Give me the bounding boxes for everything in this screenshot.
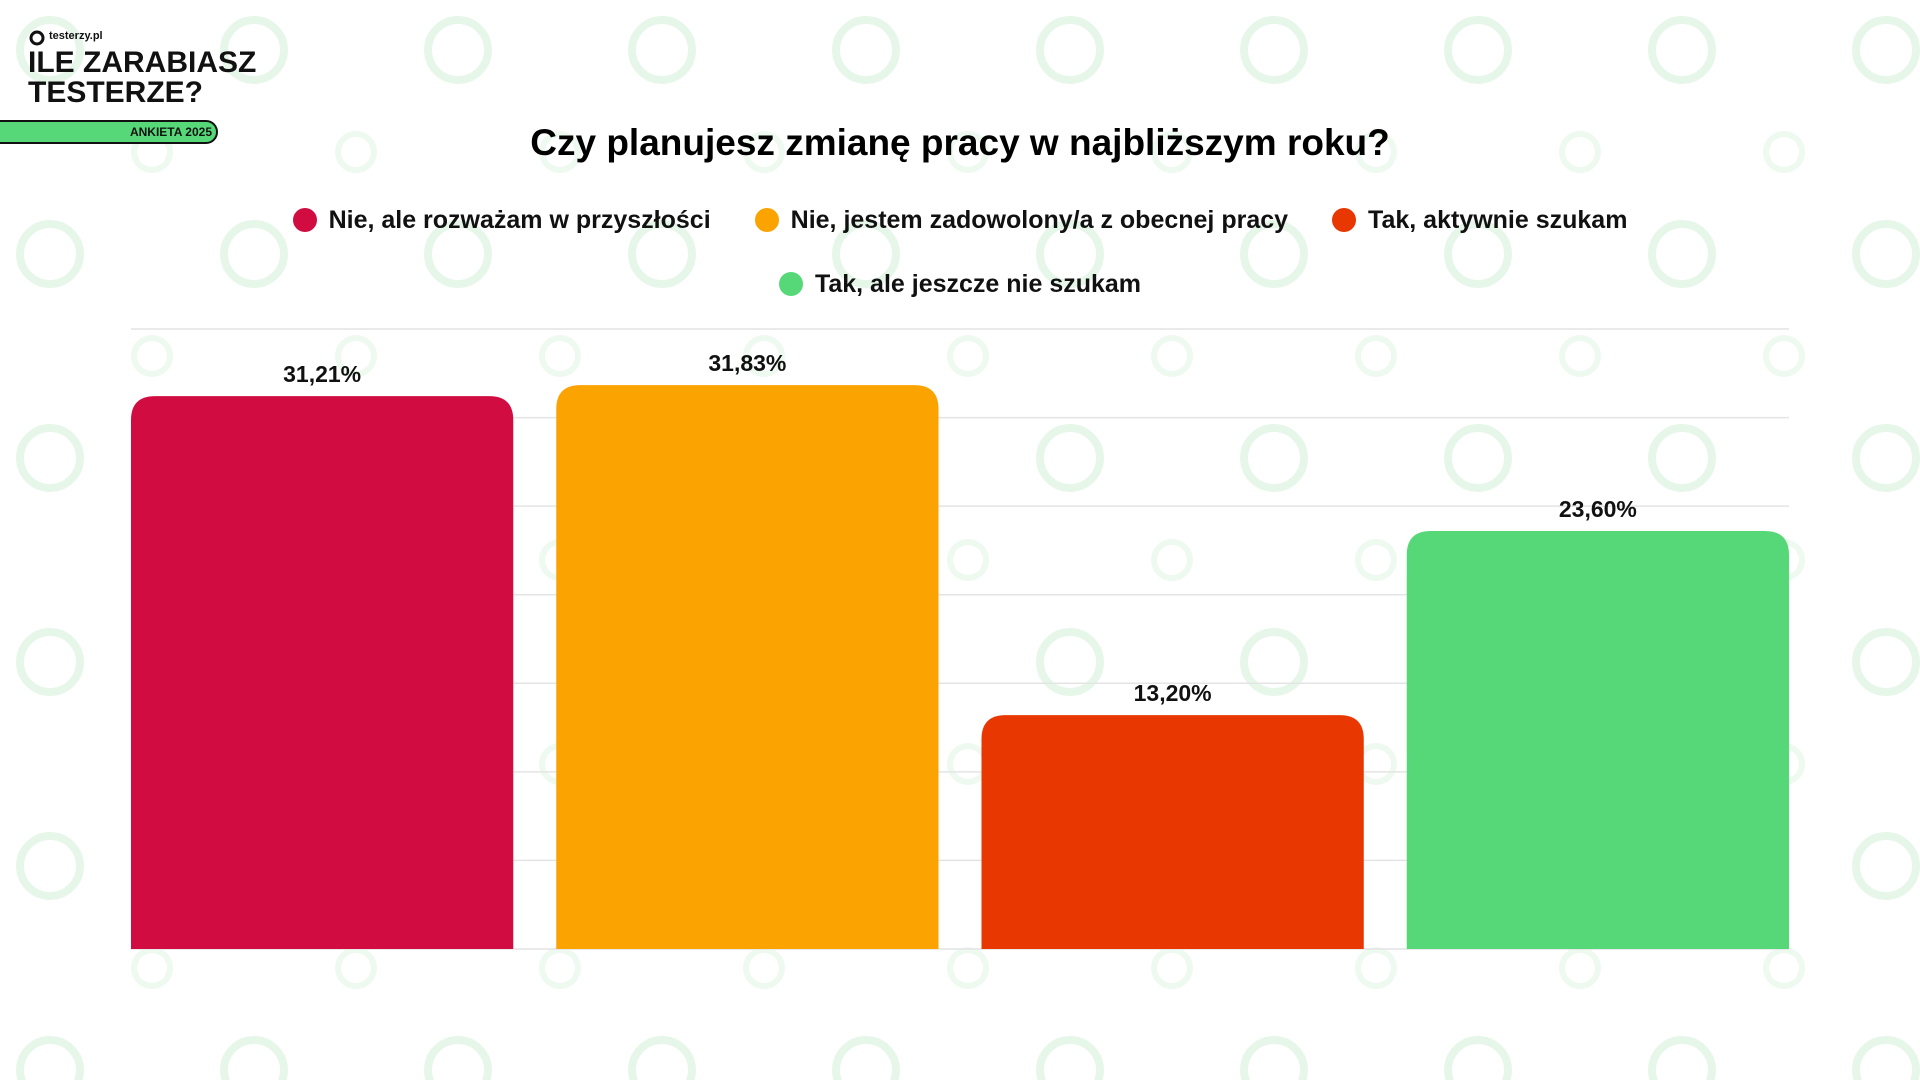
legend: Nie, ale rozważam w przyszłości Nie, jest… xyxy=(260,200,1660,304)
badge: ANKIETA 2025 xyxy=(0,120,218,144)
value-label: 31,83% xyxy=(708,350,786,376)
chart-title: Czy planujesz zmianę pracy w najbliższym… xyxy=(530,122,1389,163)
header-title: TESTERZE? xyxy=(28,76,204,109)
legend-label: Nie, ale rozważam w przyszłości xyxy=(328,205,711,234)
legend-swatch xyxy=(292,208,317,232)
logo-icon xyxy=(29,30,45,46)
legend-swatch xyxy=(1332,208,1357,232)
bar xyxy=(1406,530,1789,949)
bar xyxy=(981,715,1364,949)
value-label: 31,21% xyxy=(283,361,361,387)
legend-item: Nie, ale rozważam w przyszłości xyxy=(292,200,711,240)
bar xyxy=(556,385,939,949)
header-title: ILE ZARABIASZ xyxy=(28,46,257,79)
bar xyxy=(131,396,514,949)
legend-label: Tak, ale jeszcze nie szukam xyxy=(814,269,1142,298)
value-label: 23,60% xyxy=(1559,496,1637,522)
legend-label: Tak, aktywnie szukam xyxy=(1368,205,1628,234)
legend-item: Tak, ale jeszcze nie szukam xyxy=(778,264,1142,304)
legend-swatch xyxy=(778,272,803,296)
logo: testerzy.pl xyxy=(49,30,103,42)
value-label: 13,20% xyxy=(1134,680,1212,706)
legend-label: Nie, jestem zadowolony/a z obecnej pracy xyxy=(790,205,1289,234)
legend-item: Nie, jestem zadowolony/a z obecnej pracy xyxy=(754,200,1289,240)
legend-item: Tak, aktywnie szukam xyxy=(1332,200,1627,240)
legend-swatch xyxy=(754,208,779,232)
